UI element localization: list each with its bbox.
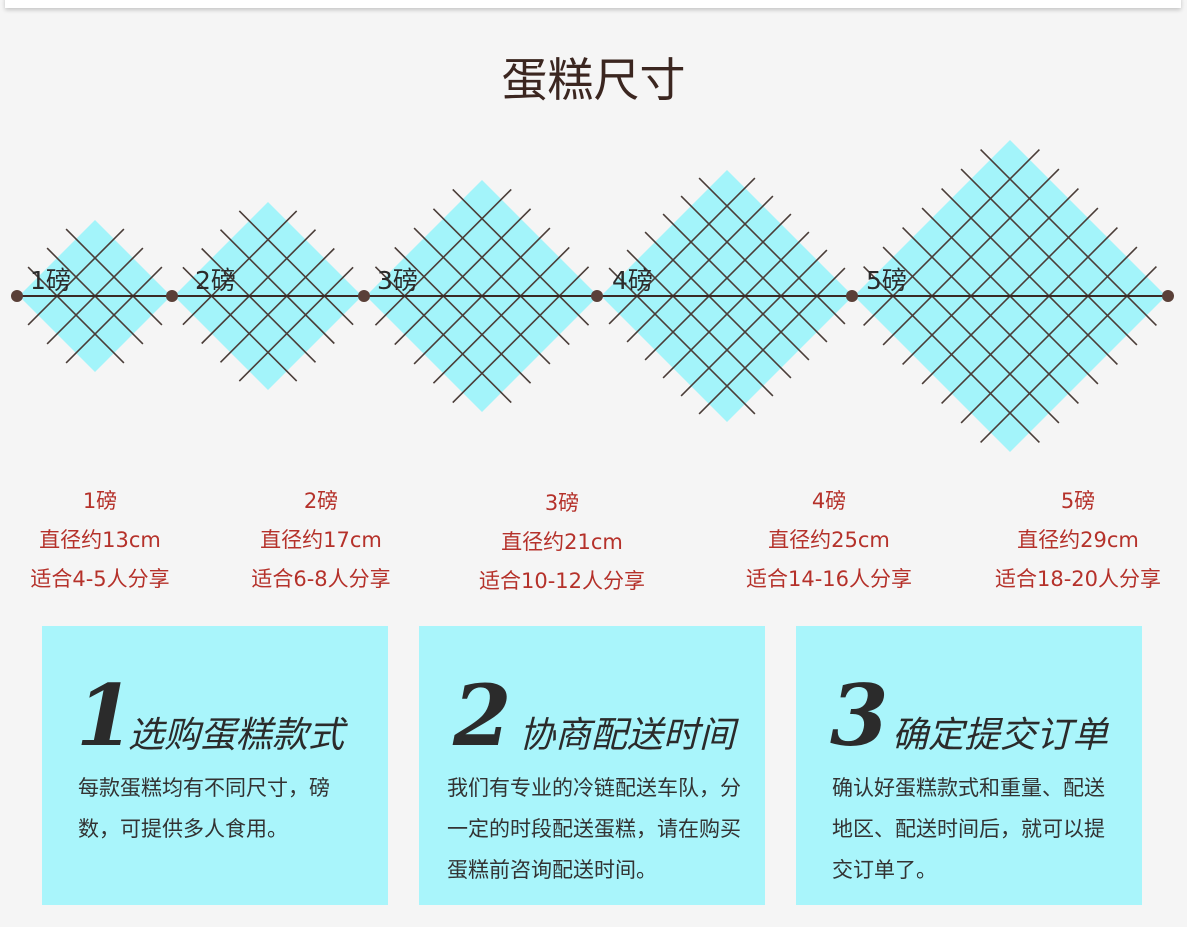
grid-line [27,266,125,364]
axis-dot [1162,290,1174,302]
grid-line [219,229,335,345]
grid-line [608,267,756,415]
size-serves: 适合6-8人分享 [251,567,391,591]
size-serves: 适合4-5人分享 [30,567,170,591]
size-marker-label: 5磅 [866,266,907,295]
grid-line [680,249,828,397]
size-diameter: 直径约13cm [39,528,161,552]
cake-size-diagram: 1磅 2磅 3磅 4磅 5磅 [11,140,1174,452]
axis-dot [591,290,603,302]
size-diameter: 直径约21cm [501,530,623,554]
grid-line [662,231,810,379]
grid-line [626,195,774,343]
step-number: 1 [76,666,135,765]
size-marker-label: 2磅 [195,266,236,295]
size-name: 5磅 [1060,489,1096,513]
axis-dot [166,290,178,302]
step-card-3: 3 确定提交订单 确认好蛋糕款式和重量、配送地区、配送时间后，就可以提交订单了。 [796,626,1142,905]
size-marker-label: 3磅 [377,266,418,295]
grid-line [201,247,317,363]
grid-line [238,266,354,382]
step-title: 协商配送时间 [519,715,736,756]
step-card-1: 1 选购蛋糕款式 每款蛋糕均有不同尺寸，磅数，可提供多人食用。 [42,626,388,905]
grid-line [238,210,354,326]
size-name: 4磅 [811,489,847,513]
step-body: 我们有专业的冷链配送车队，分一定的时段配送蛋糕，请在购买蛋糕前咨询配送时间。 [447,776,741,882]
grid-line [626,249,774,397]
size-label-3: 3磅 直径约21cm 适合10-12人分享 [452,484,672,601]
size-serves: 适合14-16人分享 [745,567,913,591]
grid-line [698,177,846,325]
axis-dot [358,290,370,302]
page-title: 蛋糕尺寸 [501,53,686,107]
step-number: 3 [830,666,889,765]
step-title: 选购蛋糕款式 [128,715,345,756]
size-marker-label: 4磅 [612,266,653,295]
grid-line [219,247,335,363]
step-title: 确定提交订单 [892,715,1109,756]
grid-line [201,229,317,345]
grid-line [608,177,756,325]
size-label-1: 1磅 直径约13cm 适合4-5人分享 [0,482,210,599]
size-serves: 适合10-12人分享 [478,569,646,593]
size-label-2: 2磅 直径约17cm 适合6-8人分享 [211,482,431,599]
axis-dot [11,290,23,302]
size-name: 1磅 [82,489,118,513]
grid-line [182,266,298,382]
size-diameter: 直径约25cm [768,528,890,552]
step-body: 确认好蛋糕款式和重量、配送地区、配送时间后，就可以提交订单了。 [832,776,1105,882]
grid-line [680,195,828,343]
grid-line [432,246,570,384]
axis-dot [846,290,858,302]
size-diameter: 直径约17cm [260,528,382,552]
step-card-2: 2 协商配送时间 我们有专业的冷链配送车队，分一定的时段配送蛋糕，请在购买蛋糕前… [419,626,765,905]
grid-line [394,246,532,384]
grid-line [644,231,792,379]
step-body: 每款蛋糕均有不同尺寸，磅数，可提供多人食用。 [78,776,330,841]
size-marker-label: 1磅 [30,266,71,295]
step-number: 2 [453,666,512,765]
size-label-4: 4磅 直径约25cm 适合14-16人分享 [719,482,939,599]
size-name: 3磅 [544,491,580,515]
top-bar [5,0,1181,8]
size-serves: 适合18-20人分享 [994,567,1162,591]
grid-line [698,267,846,415]
size-name: 2磅 [303,489,339,513]
grid-line [662,213,810,361]
grid-line [374,266,512,404]
grid-line [452,266,590,404]
grid-line [65,266,163,364]
size-diameter: 直径约29cm [1017,528,1139,552]
grid-line [644,213,792,361]
size-label-5: 5磅 直径约29cm 适合18-20人分享 [968,482,1187,599]
grid-line [182,210,298,326]
